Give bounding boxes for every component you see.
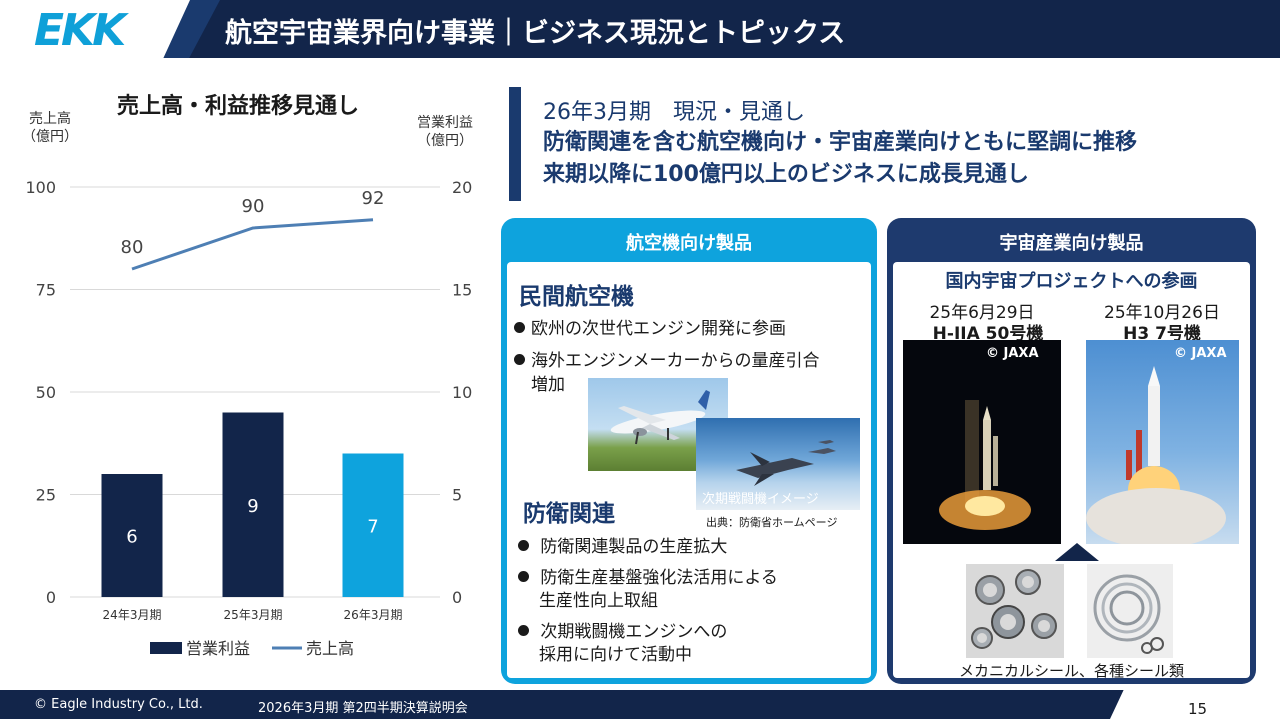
bar-operating-profit [222,412,284,597]
event-name: 2026年3月期 第2四半期決算説明会 [258,701,468,716]
civil-aircraft-heading: 民間航空機 [519,284,634,310]
y-tick-left: 0 [46,588,56,607]
company-logo: EKK [34,5,126,56]
space-panel-title: 宇宙産業向け製品 [999,233,1144,254]
bar-data-label: 7 [367,516,378,537]
airplane-icon [610,390,710,445]
copyright-text: © Eagle Industry Co., Ltd. [34,697,203,712]
next-fighter-image [696,418,860,510]
callout-outlook: 来期以降に100億円以上のビジネスに成長見通し [543,162,1029,187]
defense-bullet-2-cont: 生産性向上取組 [539,591,658,611]
defense-bullet-1-text: 防衛関連製品の生産拡大 [540,537,728,557]
seal-parts-icon [971,569,1057,649]
image-source-note: 出典：防衛省ホームページ [706,516,838,529]
y-tick-right: 20 [452,178,472,197]
line-revenue [131,218,374,271]
y-tick-right: 10 [452,383,472,402]
y-tick-left: 25 [36,486,56,505]
y-axis-label-right-text: 営業利益 （億円） [417,115,473,149]
seal-products-caption: メカニカルシール、各種シール類 [958,662,1184,680]
bullet-dot-icon [518,571,529,582]
defense-bullet-2: 防衛生産基盤強化法活用による [518,566,778,590]
x-tick-label: 26年3月期 [344,608,403,622]
y-axis-label-right: 営業利益 （億円） [408,114,482,150]
defense-bullet-3: 次期戦闘機エンジンへの [518,620,727,644]
space-project-subtitle: 国内宇宙プロジェクトへの参画 [945,271,1198,292]
launch-1-date: 25年6月29日 [929,303,1035,323]
line-data-label: 90 [242,196,265,217]
launch-2-name: H3 7号機 [1123,324,1201,344]
rocket-night-icon [939,400,1031,530]
civil-bullet-2: 海外エンジンメーカーからの量産引合 [514,349,820,373]
defense-bullet-2-text: 防衛生産基盤強化法活用による [540,568,778,588]
mechanical-seals-photo [966,564,1064,658]
legend-label-bar: 営業利益 [186,639,250,658]
logo-area [0,0,190,58]
bar-operating-profit [101,474,163,597]
seal-rings-icon [1093,574,1164,654]
footer-page-area [1110,690,1280,719]
bar-operating-profit [342,453,404,597]
civil-bullet-2-text: 海外エンジンメーカーからの量産引合 [531,351,820,371]
defense-heading: 防衛関連 [523,501,615,527]
seal-rings-photo [1087,564,1173,658]
page-number: 15 [1188,700,1208,718]
defense-bullet-3-text: 次期戦闘機エンジンへの [540,622,728,642]
footer-band [0,690,1280,719]
launch-2-date: 25年10月26日 [1104,303,1220,323]
callout-accent-bar [509,87,521,201]
jaxa-credit-2: © JAXA [1174,346,1227,361]
bullet-dot-icon [514,322,525,333]
legend-label-line: 売上高 [306,639,354,658]
aircraft-panel-title: 航空機向け製品 [626,233,752,254]
callout-headline: 防衛関連を含む航空機向け・宇宙産業向けともに堅調に推移 [543,130,1138,155]
y-axis-label-left: 売上高 （億円） [22,110,78,146]
rocket-day-icon [1086,366,1226,544]
bullet-dot-icon [514,354,525,365]
fighter-jet-icon [736,440,836,486]
y-tick-right: 0 [452,588,462,607]
y-tick-right: 5 [452,486,462,505]
chart-title: 売上高・利益推移見通し [117,94,360,119]
page-title: 航空宇宙業界向け事業｜ビジネス現況とトピックス [225,18,846,49]
defense-bullet-3-cont: 採用に向けて活動中 [539,645,692,665]
bullet-dot-icon [518,540,529,551]
legend-swatch-bar [150,642,182,654]
jaxa-credit-1: © JAXA [986,346,1039,361]
bullet-dot-icon [518,625,529,636]
y-tick-left: 50 [36,383,56,402]
civil-bullet-1-text: 欧州の次世代エンジン開発に参画 [531,319,786,339]
defense-bullet-1: 防衛関連製品の生産拡大 [518,535,727,559]
y-tick-right: 15 [452,281,472,300]
y-tick-left: 75 [36,281,56,300]
line-data-label: 80 [121,237,144,258]
x-tick-label: 25年3月期 [224,608,283,622]
arrow-up-icon [1055,543,1099,561]
civil-bullet-2-cont: 増加 [531,375,565,395]
y-axis-label-left-text: 売上高 （億円） [22,111,78,145]
h2a-launch-photo [903,340,1061,544]
line-data-label: 92 [362,188,385,209]
h3-launch-photo [1086,340,1239,544]
bar-data-label: 9 [247,496,258,517]
x-tick-label: 24年3月期 [103,608,162,622]
fighter-image-caption: 次期戦闘機イメージ [702,492,819,507]
revenue-profit-chart: 0 25 50 75 100 0 5 10 15 20 6 9 7 80 90 92 24年3月期 25年3月期 2… [25,178,472,658]
launch-1-name: H-IIA 50号機 [932,324,1044,344]
y-tick-left: 100 [25,178,56,197]
bar-data-label: 6 [126,527,137,548]
civil-bullet-1: 欧州の次世代エンジン開発に参画 [514,317,786,341]
callout-period: 26年3月期 現況・見通し [543,100,805,125]
